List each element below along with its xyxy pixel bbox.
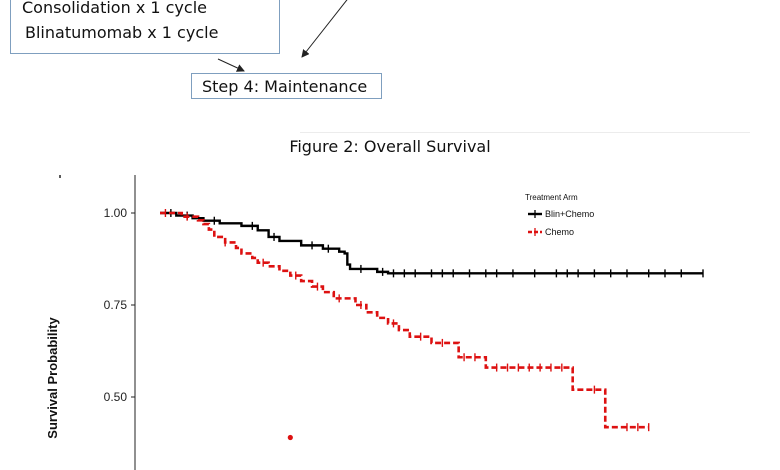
legend-label-1: Chemo [545,227,574,237]
section-divider [300,132,750,133]
box-line-consolidation: Consolidation x 1 cycle [22,0,207,17]
arrow-to-maintenance-right [301,0,348,58]
overall-survival-chart: 0.50 0.75 1.00 Treatment Arm Blin+Chemo Chem… [45,175,704,470]
figure-title: Figure 2: Overall Survival [289,137,491,156]
y-tick-label-2: 1.00 [104,206,128,220]
maintenance-label: Step 4: Maintenance [202,77,368,96]
legend-title: Treatment Arm [525,193,578,202]
consolidation-box: Consolidation x 1 cycle Blinatumomab x 1… [10,0,280,54]
outlier-point-0 [287,434,293,441]
arrow-to-maintenance-left [217,58,245,72]
y-axis-label: Survival Probability [45,317,60,439]
flow-arrows [217,0,348,72]
y-tick-label-0: 0.50 [104,390,128,404]
box-line-blinatumomab: Blinatumomab x 1 cycle [25,23,219,42]
chart-series [160,209,704,441]
series-line-chemo [160,211,649,429]
legend-label-0: Blin+Chemo [545,209,594,219]
series-line-blin-chemo [160,211,703,275]
chart-legend: Treatment Arm Blin+Chemo Chemo [525,193,594,237]
chart-axes: 0.50 0.75 1.00 [59,175,136,470]
y-tick-label-1: 0.75 [104,298,128,312]
maintenance-box: Step 4: Maintenance [191,73,382,99]
